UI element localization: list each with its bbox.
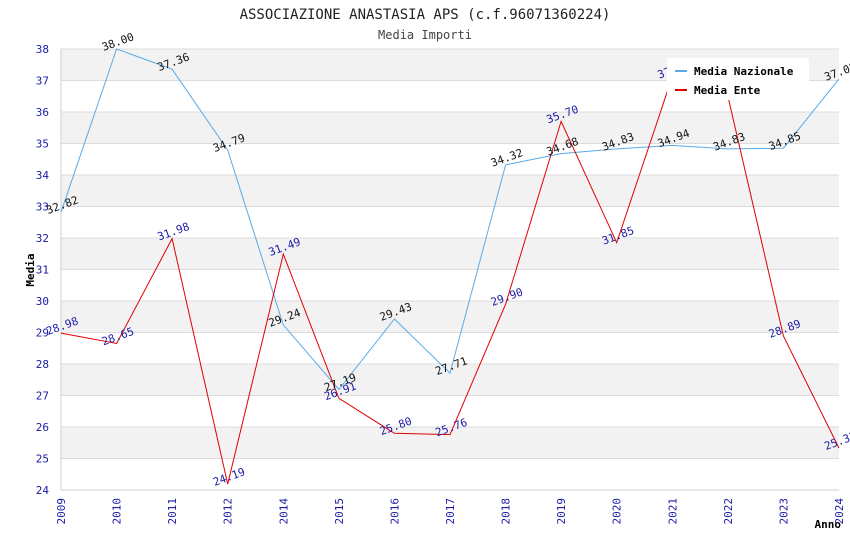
x-tick-label: 2011: [166, 498, 179, 525]
legend-box: [667, 58, 809, 100]
y-tick-label: 37: [36, 75, 49, 88]
y-tick-label: 27: [36, 390, 49, 403]
chart-subtitle: Media Importi: [378, 28, 472, 42]
series-line-media-nazionale: [60, 48, 840, 391]
grid-band: [61, 175, 839, 207]
y-tick-label: 28: [36, 358, 49, 371]
x-tick-label: 2022: [722, 498, 735, 525]
y-tick-label: 34: [36, 169, 50, 182]
x-tick-label: 2012: [222, 498, 235, 525]
x-tick-label: 2020: [611, 498, 624, 525]
y-tick-label: 26: [36, 421, 49, 434]
y-tick-label: 33: [36, 201, 49, 214]
y-tick-label: 30: [36, 295, 49, 308]
y-tick-label: 31: [36, 264, 49, 277]
legend-entry: Media Nazionale: [694, 65, 794, 78]
x-tick-label: 2010: [111, 498, 124, 525]
x-tick-label: 2016: [388, 498, 401, 525]
x-tick-labels: 2009 2010 2011 2012 2014 2015 2016 2017 2018 2019…: [55, 498, 846, 525]
chart-title: ASSOCIAZIONE ANASTASIA APS (c.f.96071360…: [240, 7, 611, 23]
y-tick-label: 25: [36, 453, 49, 466]
y-tick-label: 32: [36, 232, 49, 245]
x-tick-label: 2014: [277, 498, 290, 525]
axes: [60, 49, 839, 491]
data-label: 24.19: [211, 465, 247, 489]
legend-entry: Media Ente: [694, 84, 761, 97]
y-tick-label: 36: [36, 106, 49, 119]
x-tick-label: 2009: [55, 498, 68, 525]
y-axis-label: Media: [24, 253, 37, 286]
data-label: 34.32: [489, 146, 525, 170]
legend: Media Nazionale Media Ente: [667, 58, 809, 100]
plot-background-bands: [61, 49, 839, 459]
x-tick-label: 2015: [333, 498, 346, 525]
x-tick-label: 2017: [444, 498, 457, 525]
x-tick-label: 2021: [666, 498, 679, 525]
grid-band: [61, 238, 839, 270]
grid-band: [61, 364, 839, 396]
y-tick-label: 35: [36, 138, 49, 151]
y-tick-labels: 24 25 26 27 28 29 30 31 32 33 34 35 36 37 38: [36, 43, 50, 497]
x-tick-label: 2019: [555, 498, 568, 525]
y-tick-label: 29: [36, 327, 49, 340]
x-axis-label: Anno: [815, 518, 842, 531]
x-tick-label: 2018: [500, 498, 513, 525]
grid-band: [61, 301, 839, 333]
y-tick-label: 38: [36, 43, 49, 56]
x-tick-label: 2024: [833, 498, 846, 525]
grid-band: [61, 112, 839, 144]
grid-band: [61, 427, 839, 459]
x-tick-label: 2023: [777, 498, 790, 525]
y-tick-label: 24: [36, 484, 50, 497]
